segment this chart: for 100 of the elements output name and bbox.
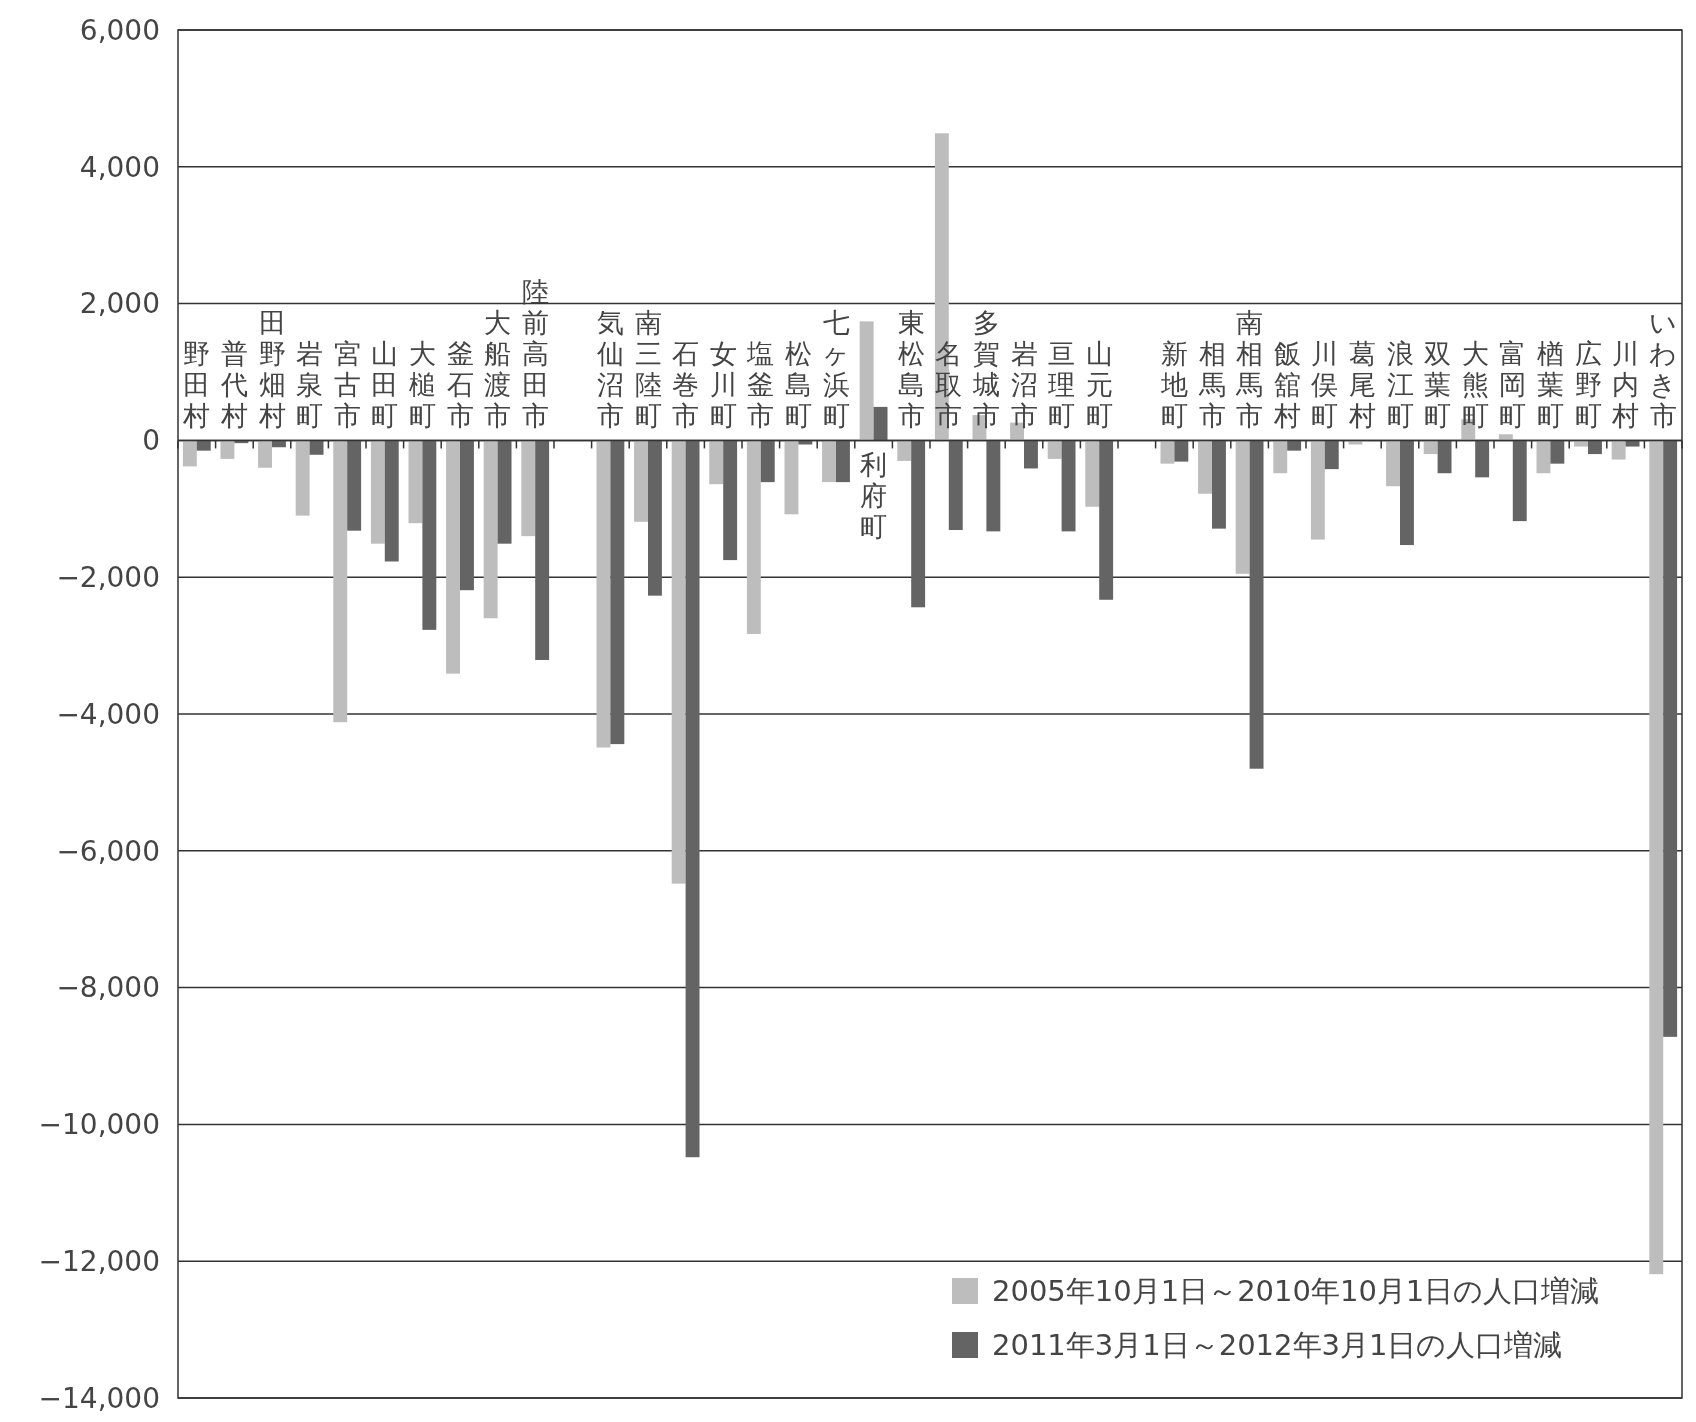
legend-label: 2005年10月1日～2010年10月1日の人口増減: [992, 1274, 1600, 1309]
bar: [822, 440, 836, 483]
bar: [521, 440, 536, 537]
bar: [1085, 440, 1100, 507]
bar: [746, 440, 761, 634]
bar: [836, 440, 850, 483]
bar: [384, 440, 399, 562]
bar: [1512, 440, 1527, 522]
bar: [596, 440, 611, 748]
bar: [897, 440, 912, 461]
bar: [347, 440, 362, 531]
x-tick-label: 野田村: [182, 338, 211, 432]
y-tick-label: 6,000: [79, 13, 160, 47]
bar: [295, 440, 310, 516]
bar: [648, 440, 662, 596]
x-tick-label: 広野町: [1574, 338, 1602, 432]
bar: [1273, 440, 1288, 474]
y-tick-label: −2,000: [56, 561, 160, 594]
x-tick-label: 南相馬市: [1235, 307, 1264, 432]
bar: [1160, 440, 1175, 464]
x-tick-label: 浪江町: [1386, 338, 1414, 432]
bar: [483, 440, 498, 619]
bar: [1611, 440, 1626, 460]
x-tick-label: 七ヶ浜町: [822, 307, 850, 432]
bar: [1437, 440, 1452, 474]
y-tick-label: −14,000: [38, 1381, 160, 1415]
x-tick-label: 東松島市: [897, 307, 925, 432]
x-tick-label: 飯舘村: [1272, 338, 1301, 432]
bar: [220, 440, 235, 459]
bar: [986, 440, 1001, 532]
bar: [1498, 434, 1513, 441]
bar: [1475, 440, 1490, 478]
y-tick-label: −10,000: [38, 1108, 160, 1142]
x-tick-label: 松島町: [784, 338, 812, 432]
x-tick-label: 山元町: [1085, 338, 1113, 432]
bar: [1287, 440, 1302, 451]
x-tick-label: 楢葉町: [1536, 338, 1564, 432]
bar: [610, 440, 625, 745]
bar: [1047, 440, 1062, 459]
x-tick-label: 利府町: [860, 449, 888, 543]
x-tick-label: 双葉町: [1424, 338, 1452, 432]
bar: [1400, 440, 1414, 546]
bar: [1625, 440, 1640, 447]
bar: [1310, 440, 1325, 540]
bar: [859, 321, 874, 441]
bar: [1536, 440, 1551, 474]
bar: [685, 440, 700, 1158]
x-tick-label: 普代村: [219, 338, 248, 432]
x-tick-label: 大槌町: [408, 338, 436, 432]
bar: [1235, 440, 1250, 574]
y-tick-label: −8,000: [56, 971, 160, 1005]
bar: [422, 440, 437, 630]
bar: [446, 440, 460, 674]
x-tick-label: 釜石市: [446, 338, 474, 432]
bar: [1249, 440, 1264, 769]
bar: [634, 440, 648, 522]
x-tick-label: 岩沼市: [1010, 338, 1038, 432]
x-tick-label: 大船渡市: [484, 307, 512, 432]
bar: [760, 440, 775, 483]
bar: [709, 440, 724, 485]
legend-label: 2011年3月1日～2012年3月1日の人口増減: [992, 1328, 1563, 1363]
x-tick-label: 気仙沼市: [596, 307, 624, 432]
bar: [408, 440, 423, 524]
bar: [1198, 440, 1212, 494]
y-tick-label: −4,000: [56, 697, 160, 731]
x-tick-label: 女川町: [709, 338, 737, 432]
x-tick-label: 名取市: [935, 338, 963, 432]
bar: [196, 440, 211, 451]
bar: [309, 440, 324, 455]
bar: [460, 440, 474, 591]
x-tick-label: 宮古市: [333, 338, 361, 432]
bar: [723, 440, 738, 561]
x-tick-label: 大熊町: [1461, 338, 1489, 432]
x-tick-label: 富岡町: [1499, 338, 1527, 432]
y-tick-label: 4,000: [79, 150, 160, 184]
bar: [1574, 440, 1588, 447]
bar: [1061, 440, 1076, 532]
x-tick-label: 多賀城市: [971, 307, 1000, 432]
x-tick-label: 塩釜市: [746, 338, 775, 432]
bar: [1663, 440, 1678, 1037]
bar: [1386, 440, 1400, 487]
bar: [1099, 440, 1114, 600]
bar: [182, 440, 197, 467]
x-tick-label: 南三陸町: [634, 307, 662, 432]
bar: [370, 440, 385, 544]
bar: [948, 440, 963, 530]
x-tick-label: 田野畑村: [257, 307, 286, 432]
bar: [1649, 440, 1664, 1275]
bar: [1324, 440, 1339, 470]
bar: [798, 440, 813, 445]
bar: [1212, 440, 1226, 529]
x-tick-label: いわき市: [1649, 307, 1678, 432]
x-tick-label: 相馬市: [1197, 338, 1226, 432]
bar: [911, 440, 926, 608]
bar: [1550, 440, 1565, 464]
y-tick-label: 2,000: [79, 287, 160, 321]
bar: [671, 440, 686, 884]
y-tick-label: 0: [142, 424, 160, 458]
y-tick-label: −12,000: [38, 1245, 160, 1278]
x-tick-label: 亘理町: [1048, 338, 1076, 432]
